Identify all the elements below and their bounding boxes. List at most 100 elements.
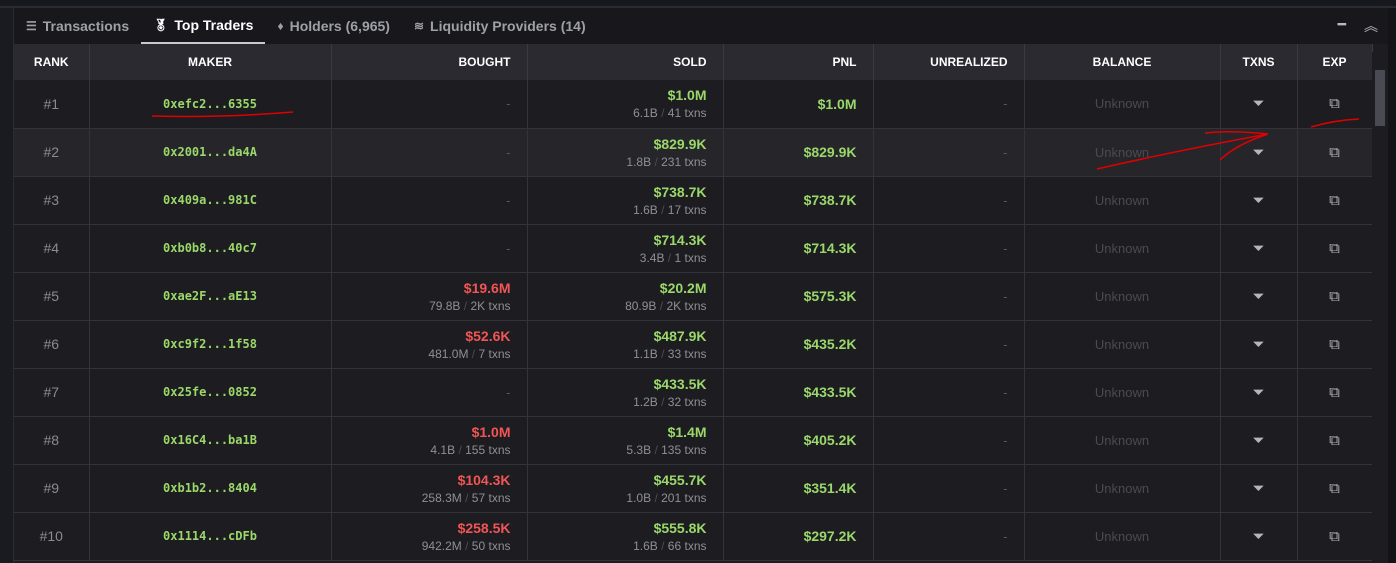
column-header-sold[interactable]: SOLD (527, 44, 724, 80)
collapse-up-icon[interactable]: ︽ (1364, 18, 1378, 34)
column-header-pnl[interactable]: PNL (723, 44, 874, 80)
filter-txns-button[interactable]: ⏷ (1220, 464, 1298, 513)
filter-txns-button[interactable]: ⏷ (1220, 176, 1298, 225)
maker-address[interactable]: 0xb1b2...8404 (89, 464, 332, 513)
rank: #10 (14, 512, 90, 561)
table-row[interactable]: #10 0x1114...cDFb $258.5K 942.2M / 50 txn… (14, 512, 1373, 561)
bought-amount: 4.1B (430, 442, 456, 457)
sold-amount: 1.6B (633, 538, 658, 553)
filter-txns-button[interactable]: ⏷ (1220, 512, 1298, 561)
table-row[interactable]: #5 0xae2F...aE13 $19.6M 79.8B / 2K txns $… (14, 272, 1373, 321)
rank: #8 (14, 416, 90, 465)
balance: Unknown (1024, 416, 1221, 465)
external-link-icon: ⧉ (1329, 191, 1340, 209)
table-row[interactable]: #7 0x25fe...0852 - $433.5K 1.2B / 32 txns… (14, 368, 1373, 417)
tab-holders[interactable]: ♦ Holders (6,965) (265, 8, 402, 44)
filter-txns-button[interactable]: ⏷ (1220, 224, 1298, 273)
balance: Unknown (1024, 128, 1221, 177)
filter-txns-button[interactable]: ⏷ (1220, 128, 1298, 177)
sold-cell: $829.9K 1.8B / 231 txns (527, 128, 724, 177)
bought-cell: $19.6M 79.8B / 2K txns (331, 272, 528, 321)
maker-address[interactable]: 0xc9f2...1f58 (89, 320, 332, 369)
unrealized: - (873, 272, 1025, 321)
maker-address[interactable]: 0xb0b8...40c7 (89, 224, 332, 273)
explorer-link-button[interactable]: ⧉ (1297, 368, 1373, 417)
external-link-icon: ⧉ (1329, 383, 1340, 401)
explorer-link-button[interactable]: ⧉ (1297, 128, 1373, 177)
top-strip (0, 0, 1396, 8)
filter-txns-button[interactable]: ⏷ (1220, 320, 1298, 369)
table-row[interactable]: #6 0xc9f2...1f58 $52.6K 481.0M / 7 txns $… (14, 320, 1373, 369)
filter-txns-button[interactable]: ⏷ (1220, 416, 1298, 465)
column-header-unrealized[interactable]: UNREALIZED (873, 44, 1025, 80)
explorer-link-button[interactable]: ⧉ (1297, 224, 1373, 273)
column-header-exp[interactable]: EXP (1297, 44, 1373, 80)
table-row[interactable]: #2 0x2001...da4A - $829.9K 1.8B / 231 txn… (14, 128, 1373, 177)
balance: Unknown (1024, 272, 1221, 321)
explorer-link-button[interactable]: ⧉ (1297, 416, 1373, 465)
bought-usd: $258.5K (457, 519, 511, 536)
maker-address[interactable]: 0x409a...981C (89, 176, 332, 225)
external-link-icon: ⧉ (1329, 527, 1340, 545)
sold-cell: $455.7K 1.0B / 201 txns (527, 464, 724, 513)
diamond-icon: ♦ (277, 19, 284, 33)
external-link-icon: ⧉ (1329, 143, 1340, 161)
filter-txns-button[interactable]: ⏷ (1220, 80, 1298, 129)
tab-liquidity-providers[interactable]: ≋ Liquidity Providers (14) (402, 8, 598, 44)
sold-usd: $433.5K (653, 375, 707, 392)
explorer-link-button[interactable]: ⧉ (1297, 272, 1373, 321)
unrealized: - (873, 128, 1025, 177)
maker-address[interactable]: 0x2001...da4A (89, 128, 332, 177)
tab-label: Liquidity Providers (14) (430, 18, 586, 34)
minimize-icon[interactable]: ━ (1337, 16, 1346, 32)
column-header-balance[interactable]: BALANCE (1024, 44, 1221, 80)
explorer-link-button[interactable]: ⧉ (1297, 80, 1373, 129)
sold-txns: 32 txns (667, 394, 707, 409)
external-link-icon: ⧉ (1329, 335, 1340, 353)
maker-address[interactable]: 0x1114...cDFb (89, 512, 332, 561)
sold-cell: $555.8K 1.6B / 66 txns (527, 512, 724, 561)
external-link-icon: ⧉ (1329, 431, 1340, 449)
bought-cell: $104.3K 258.3M / 57 txns (331, 464, 528, 513)
maker-address[interactable]: 0x25fe...0852 (89, 368, 332, 417)
explorer-link-button[interactable]: ⧉ (1297, 320, 1373, 369)
sold-txns: 41 txns (667, 106, 707, 121)
unrealized: - (873, 176, 1025, 225)
table-row[interactable]: #8 0x16C4...ba1B $1.0M 4.1B / 155 txns $1… (14, 416, 1373, 465)
empty-dash: - (506, 240, 511, 256)
table-row[interactable]: #3 0x409a...981C - $738.7K 1.6B / 17 txns… (14, 176, 1373, 225)
tab-transactions[interactable]: ☰ Transactions (14, 8, 141, 44)
column-header-rank[interactable]: RANK (14, 44, 90, 80)
sold-cell: $1.4M 5.3B / 135 txns (527, 416, 724, 465)
table-row[interactable]: #9 0xb1b2...8404 $104.3K 258.3M / 57 txns… (14, 464, 1373, 513)
maker-address[interactable]: 0x16C4...ba1B (89, 416, 332, 465)
sold-cell: $714.3K 3.4B / 1 txns (527, 224, 724, 273)
column-header-bought[interactable]: BOUGHT (331, 44, 528, 80)
sold-cell: $738.7K 1.6B / 17 txns (527, 176, 724, 225)
explorer-link-button[interactable]: ⧉ (1297, 464, 1373, 513)
bought-txns: 50 txns (471, 538, 511, 553)
filter-txns-button[interactable]: ⏷ (1220, 272, 1298, 321)
explorer-link-button[interactable]: ⧉ (1297, 512, 1373, 561)
sold-txns: 135 txns (661, 442, 707, 457)
rank: #2 (14, 128, 90, 177)
table-row[interactable]: #4 0xb0b8...40c7 - $714.3K 3.4B / 1 txns … (14, 224, 1373, 273)
column-header-maker[interactable]: MAKER (89, 44, 332, 80)
rank: #9 (14, 464, 90, 513)
filter-txns-button[interactable]: ⏷ (1220, 368, 1298, 417)
sold-amount: 1.8B (626, 154, 652, 169)
sold-cell: $1.0M 6.1B / 41 txns (527, 80, 724, 129)
bought-txns: 155 txns (465, 442, 511, 457)
filter-icon: ⏷ (1252, 95, 1265, 113)
empty-dash: - (506, 192, 511, 208)
scrollbar-thumb[interactable] (1375, 70, 1385, 126)
maker-address[interactable]: 0xae2F...aE13 (89, 272, 332, 321)
vertical-scrollbar[interactable] (1372, 52, 1388, 563)
maker-address[interactable]: 0xefc2...6355 (89, 80, 332, 129)
column-header-txns[interactable]: TXNS (1220, 44, 1298, 80)
bought-cell: $258.5K 942.2M / 50 txns (331, 512, 528, 561)
explorer-link-button[interactable]: ⧉ (1297, 176, 1373, 225)
table-row[interactable]: #1 0xefc2...6355 - $1.0M 6.1B / 41 txns $… (14, 80, 1373, 129)
unrealized: - (873, 368, 1025, 417)
tab-top-traders[interactable]: 🏅︎ Top Traders (141, 8, 266, 44)
